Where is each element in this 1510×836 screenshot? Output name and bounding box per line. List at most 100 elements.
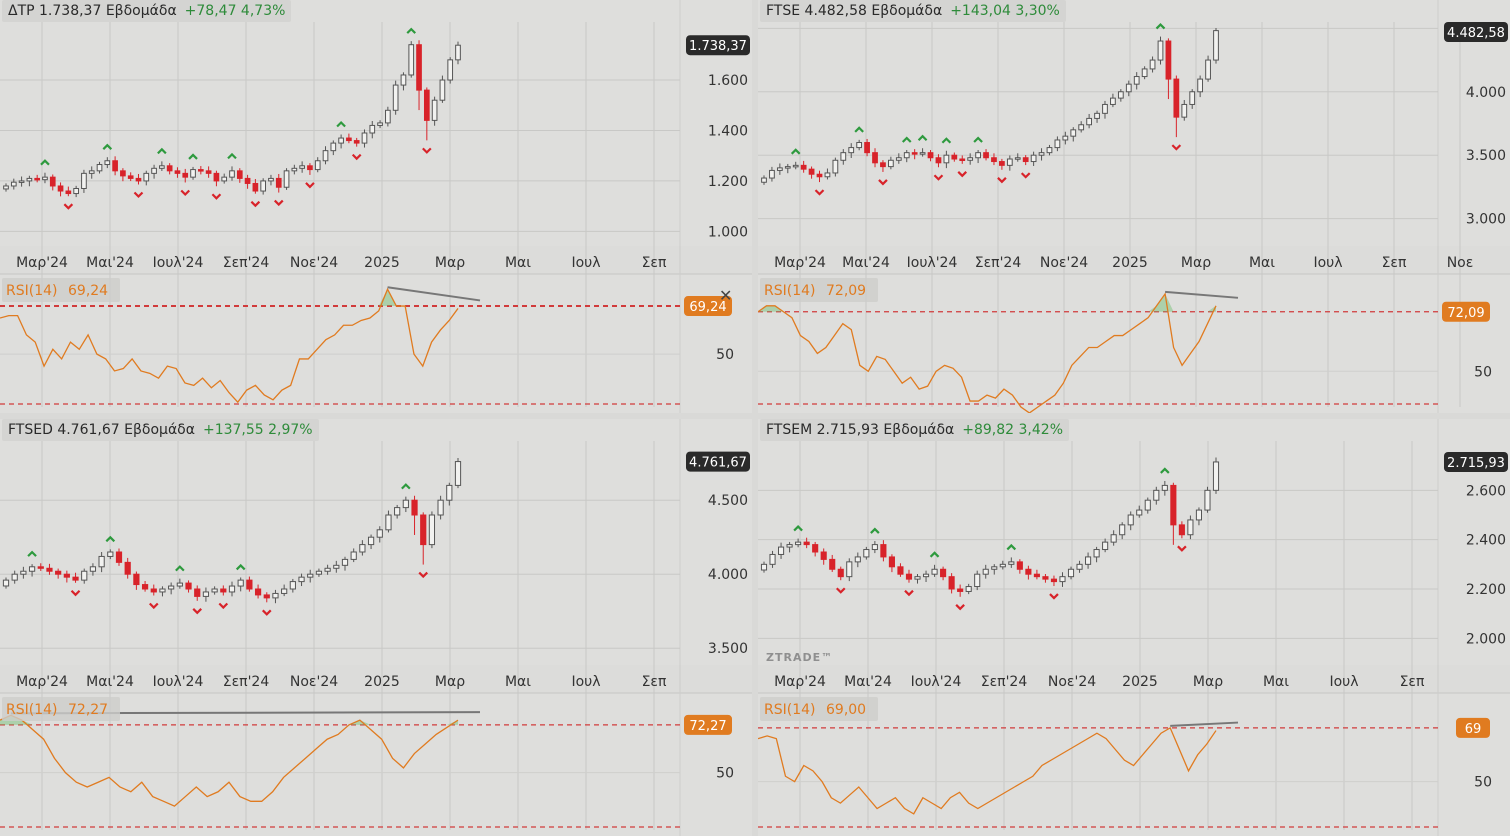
candle-up xyxy=(1212,461,1220,491)
candle-up xyxy=(848,147,855,154)
price-tick-label: 3.500 xyxy=(708,641,748,657)
chart-svg[interactable]: Μαρ'24 Μαι'24 Ιουλ'24 Σεπ'24 Νοε'24 2025 Μαρ Μα… xyxy=(758,419,1510,836)
candle-up xyxy=(1059,576,1066,583)
fractal-down-arrow-icon xyxy=(148,602,159,610)
candle-up xyxy=(307,573,314,578)
candle-up xyxy=(283,170,290,188)
candle-down xyxy=(1016,561,1023,570)
price-tick-label: 2.000 xyxy=(1466,631,1506,647)
candle-up xyxy=(1204,489,1211,511)
candle-up xyxy=(1153,489,1160,501)
candle-up xyxy=(975,152,981,159)
candle-up xyxy=(1127,514,1134,526)
month-tick-label: Ιουλ'24 xyxy=(911,674,962,690)
candle-down xyxy=(246,579,253,590)
price-badge-bg xyxy=(686,35,750,56)
symbol-label: ΔΤΡ 1.738,37 Εβδομάδα xyxy=(8,3,177,19)
price-tick-label: 1.400 xyxy=(708,123,748,139)
chart-header: FTSE 4.482,58 Εβδομάδα +143,04 3,30% xyxy=(760,0,1066,22)
candle-down xyxy=(166,165,173,172)
chart-svg[interactable]: Μαρ'24 Μαι'24 Ιουλ'24 Σεπ'24 Νοε'24 2025 Μαρ Μα… xyxy=(0,419,752,836)
candle-up xyxy=(824,172,831,178)
month-tick-label: Μαρ xyxy=(1193,674,1223,690)
candle-down xyxy=(940,568,947,578)
candle-down xyxy=(133,573,140,586)
month-tick-label: Σεπ xyxy=(1400,674,1425,690)
candle-up xyxy=(840,152,847,161)
rsi-badge-text: 72,27 xyxy=(689,719,726,734)
fractal-up-arrow-icon xyxy=(941,137,952,144)
candle-up xyxy=(1086,117,1093,126)
rsi-badge-text: 69,24 xyxy=(689,300,726,315)
candle-up xyxy=(202,591,210,597)
candle-up xyxy=(28,566,36,572)
candle-up xyxy=(769,553,776,565)
price-tick-label: 1.600 xyxy=(708,73,748,89)
chart-panel-2[interactable]: FTSED 4.761,67 Εβδομάδα +137,55 2,97% Μαρ'… xyxy=(0,419,752,836)
fractal-down-arrow-icon xyxy=(904,589,914,597)
rsi-tick-label: 50 xyxy=(716,347,734,363)
chart-svg[interactable]: Μαρ'24 Μαι'24 Ιουλ'24 Σεπ'24 Νοε'24 2025 Μαρ Μα… xyxy=(0,0,752,413)
candle-up xyxy=(324,567,331,572)
last-price-badge: 4.761,67 xyxy=(686,451,750,472)
candle-down xyxy=(829,558,836,570)
change-label: +143,04 3,30% xyxy=(950,3,1060,19)
close-indicator-icon[interactable]: ✕ xyxy=(719,286,733,305)
candle-down xyxy=(1173,78,1180,118)
month-tick-label: Μαι xyxy=(505,255,531,271)
month-tick-label: Μαρ'24 xyxy=(16,255,68,271)
candle-up xyxy=(260,180,267,192)
candle-up xyxy=(1110,97,1116,105)
fractal-up-arrow-icon xyxy=(793,525,803,532)
candle-up xyxy=(903,152,910,159)
price-tick-label: 3.000 xyxy=(1466,212,1506,228)
divergence-trendline xyxy=(1170,721,1239,727)
rsi-label: RSI(14) 72,27 xyxy=(2,697,120,721)
candle-down xyxy=(935,157,942,164)
rsi-value-badge: 69 xyxy=(1456,717,1490,738)
month-tick-label: Μαρ'24 xyxy=(774,255,826,271)
candle-up xyxy=(919,152,926,155)
candle-up xyxy=(359,544,366,553)
chart-panel-3[interactable]: FTSEM 2.715,93 Εβδομάδα +89,82 3,42% Μαρ'2… xyxy=(758,419,1510,836)
fractal-up-arrow-icon xyxy=(917,134,928,142)
fractal-down-arrow-icon xyxy=(192,608,203,615)
candle-up xyxy=(1008,561,1015,565)
rsi-badge-bg xyxy=(1442,301,1490,322)
last-price: 1.738,37 xyxy=(34,3,106,19)
candle-up xyxy=(338,137,344,144)
chart-panel-1[interactable]: FTSE 4.482,58 Εβδομάδα +143,04 3,30% Μαρ'2… xyxy=(758,0,1510,413)
symbol-name: ΔΤΡ xyxy=(8,3,35,19)
candle-down xyxy=(888,556,895,568)
candle-down xyxy=(911,152,918,155)
month-tick-label: Σεπ'24 xyxy=(975,255,1022,271)
candle-up xyxy=(999,563,1006,568)
fractal-down-arrow-icon xyxy=(878,179,888,186)
candle-up xyxy=(777,546,785,555)
candle-up xyxy=(786,544,793,548)
symbol-name: FTSED xyxy=(8,422,53,438)
symbol-label: FTSED 4.761,67 Εβδομάδα xyxy=(8,422,195,438)
candle-up xyxy=(1181,103,1188,118)
rsi-value: 72,27 xyxy=(68,702,108,718)
chart-panel-0[interactable]: ΔΤΡ 1.738,37 Εβδομάδα +78,47 4,73% Μαρ'24 Μ… xyxy=(0,0,752,413)
month-tick-label: Ιουλ xyxy=(1329,674,1358,690)
price-badge-text: 4.482,58 xyxy=(1447,26,1505,41)
fractal-up-arrow-icon xyxy=(157,147,167,155)
price-tick-label: 4.000 xyxy=(1466,85,1506,101)
candle-down xyxy=(307,165,313,171)
candle-up xyxy=(1102,103,1108,114)
last-price: 4.482,58 xyxy=(800,3,872,19)
candle-down xyxy=(872,152,878,164)
candle-up xyxy=(1102,541,1109,551)
rsi-value: 69,24 xyxy=(68,283,108,299)
fractal-down-arrow-icon xyxy=(1171,144,1182,151)
price-badge-text: 4.761,67 xyxy=(689,456,747,471)
fractal-up-arrow-icon xyxy=(973,136,983,143)
candle-up xyxy=(73,188,79,195)
rsi-line xyxy=(0,714,459,807)
month-tick-label: Μαι xyxy=(1249,255,1275,271)
rsi-name: RSI(14) xyxy=(6,702,57,718)
chart-svg[interactable]: Μαρ'24 Μαι'24 Ιουλ'24 Σεπ'24 Νοε'24 2025 Μαρ Μα… xyxy=(758,0,1510,413)
rsi-line xyxy=(0,287,459,404)
